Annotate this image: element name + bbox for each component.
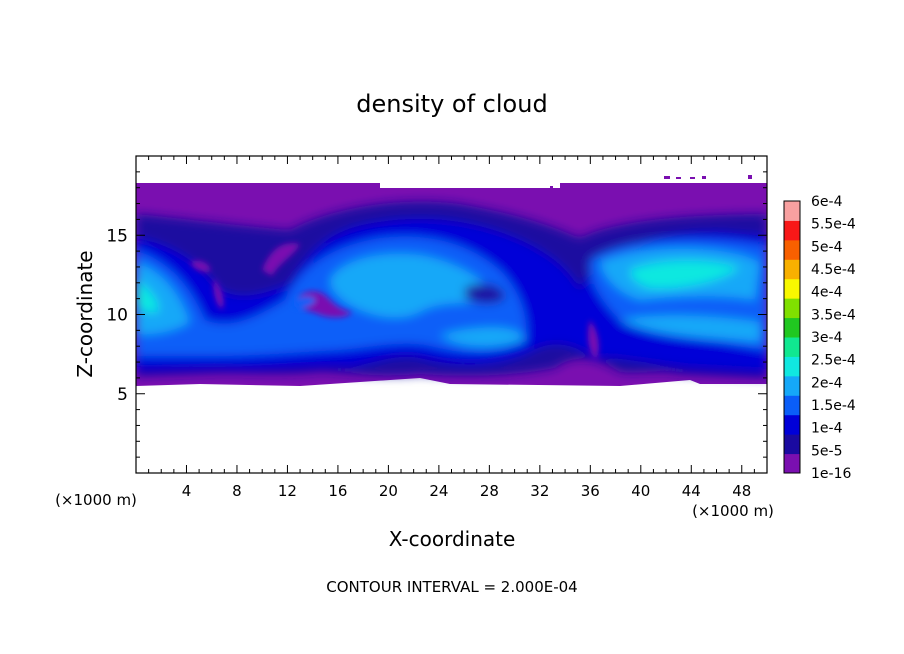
colorbar-swatch bbox=[784, 317, 800, 338]
cloud-top-specks bbox=[550, 175, 752, 188]
colorbar-level-label: 2.5e-4 bbox=[811, 353, 856, 369]
x-axis-label: X-coordinate bbox=[389, 527, 516, 551]
colorbar-swatch bbox=[784, 375, 800, 396]
colorbar-level-label: 2e-4 bbox=[811, 375, 843, 391]
x-axis: 4 8 12 16 20 24 28 32 36 40 44 48 bbox=[148, 156, 755, 500]
colorbar-level-label: 4.5e-4 bbox=[811, 262, 856, 278]
x-tick-label: 16 bbox=[328, 482, 347, 500]
x-tick-label: 48 bbox=[732, 482, 751, 500]
colorbar-swatch bbox=[784, 414, 800, 435]
colorbar-level-label: 1e-4 bbox=[811, 421, 843, 437]
y-tick-label: 15 bbox=[106, 226, 128, 246]
y-axis: 5 10 15 bbox=[106, 171, 767, 458]
colorbar: 1e-16 5e-5 1e-4 1.5e-4 2e-4 2.5e-4 3e-4 3.5e-4 4… bbox=[783, 194, 856, 482]
colorbar-swatch bbox=[784, 259, 800, 280]
colorbar-level-label: 5.5e-4 bbox=[811, 217, 856, 233]
x-tick-label: 44 bbox=[682, 482, 701, 500]
colorbar-level-label: 1e-16 bbox=[811, 466, 851, 482]
colorbar-level-label: 5e-5 bbox=[811, 443, 842, 459]
colorbar-level-label: 5e-4 bbox=[811, 239, 843, 255]
x-tick-label: 12 bbox=[278, 482, 297, 500]
x-tick-label: 8 bbox=[232, 482, 242, 500]
colorbar-swatch bbox=[784, 395, 800, 416]
cloud-light-blue-region bbox=[136, 248, 760, 347]
cloud-density-field bbox=[136, 175, 767, 386]
x-tick-label: 36 bbox=[581, 482, 600, 500]
colorbar-level-label: 6e-4 bbox=[811, 194, 843, 210]
y-tick-label: 10 bbox=[106, 306, 128, 326]
cloud-purple-tendril bbox=[262, 243, 300, 276]
x-tick-label: 24 bbox=[429, 482, 448, 500]
colorbar-swatch bbox=[784, 356, 800, 377]
colorbar-level-label: 3e-4 bbox=[811, 330, 843, 346]
colorbar-swatch bbox=[784, 278, 800, 299]
colorbar-frame bbox=[783, 200, 801, 474]
chart-title: density of cloud bbox=[356, 90, 547, 118]
colorbar-swatch bbox=[784, 337, 800, 357]
colorbar-swatch bbox=[784, 453, 800, 474]
colorbar-swatch bbox=[784, 239, 800, 260]
cloud-dark-core bbox=[465, 284, 505, 304]
x-tick-label: 20 bbox=[379, 482, 398, 500]
x-axis-unit: (×1000 m) bbox=[692, 502, 774, 520]
colorbar-level-label: 4e-4 bbox=[811, 285, 843, 301]
colorbar-swatch bbox=[784, 201, 800, 221]
x-tick-label: 28 bbox=[480, 482, 499, 500]
x-tick-label: 40 bbox=[631, 482, 650, 500]
y-axis-label: Z-coordinate bbox=[73, 250, 97, 377]
x-tick-label: 4 bbox=[182, 482, 192, 500]
colorbar-level-label: 3.5e-4 bbox=[811, 307, 856, 323]
colorbar-level-label: 1.5e-4 bbox=[811, 398, 856, 414]
contour-interval-note: CONTOUR INTERVAL = 2.000E-04 bbox=[326, 578, 577, 596]
colorbar-swatch bbox=[784, 298, 800, 319]
cloud-cyan-region bbox=[136, 260, 740, 313]
colorbar-swatch bbox=[784, 434, 800, 455]
cloud-blue-swirl-core bbox=[292, 296, 316, 308]
y-axis-unit: (×1000 m) bbox=[55, 491, 137, 509]
y-tick-label: 5 bbox=[117, 385, 128, 405]
x-tick-label: 32 bbox=[530, 482, 549, 500]
colorbar-swatch bbox=[784, 220, 800, 241]
